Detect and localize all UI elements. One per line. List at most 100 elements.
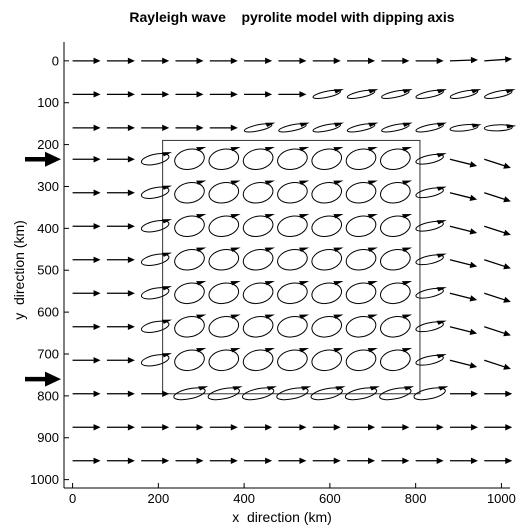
- motion-arrow: [381, 457, 410, 464]
- motion-arrow: [347, 424, 376, 431]
- motion-arrow: [106, 223, 135, 230]
- incident-wave-markers: [25, 151, 61, 387]
- motion-arrow: [72, 390, 101, 397]
- y-tick-label: 100: [37, 95, 59, 110]
- particle-orbit: [380, 247, 413, 271]
- y-tick-label: 1000: [30, 472, 59, 487]
- motion-arrow: [484, 56, 513, 63]
- motion-arrow: [106, 57, 135, 65]
- y-tick-label: 500: [37, 263, 59, 278]
- motion-arrow: [449, 259, 478, 268]
- motion-arrow: [141, 424, 170, 431]
- motion-arrow: [106, 457, 135, 464]
- motion-arrow: [175, 57, 204, 65]
- plot-frame: [63, 42, 510, 489]
- particle-orbit: [208, 180, 241, 204]
- particle-orbit: [381, 89, 413, 99]
- motion-arrow: [312, 57, 341, 65]
- motion-arrow: [106, 424, 135, 431]
- motion-arrow: [106, 290, 135, 297]
- motion-arrow: [72, 124, 101, 132]
- particle-orbit: [173, 386, 209, 401]
- motion-arrow: [106, 91, 135, 98]
- particle-orbit: [174, 213, 207, 238]
- motion-arrow: [209, 91, 238, 98]
- particle-orbit: [344, 386, 380, 401]
- motion-arrow: [106, 256, 135, 263]
- particle-orbit: [208, 146, 241, 171]
- motion-arrow: [415, 457, 444, 464]
- motion-arrow: [72, 223, 101, 230]
- motion-arrow: [72, 91, 101, 98]
- particle-orbit: [449, 123, 482, 132]
- particle-orbit: [208, 314, 241, 338]
- motion-arrow: [244, 57, 273, 65]
- particle-orbit: [345, 247, 378, 271]
- particle-orbit: [208, 213, 241, 238]
- particle-orbit: [140, 319, 173, 333]
- motion-arrow: [484, 390, 513, 397]
- particle-orbit: [415, 89, 447, 99]
- x-axis-ticks: 0 200 400 600 800 1000: [69, 483, 516, 506]
- particle-orbit: [278, 122, 310, 133]
- motion-arrow: [484, 292, 511, 303]
- particle-orbit: [415, 287, 447, 299]
- particle-orbit: [345, 348, 378, 372]
- particle-orbit: [483, 124, 517, 132]
- motion-arrow: [209, 424, 238, 431]
- motion-arrow: [141, 91, 170, 98]
- motion-arrow: [106, 156, 135, 163]
- y-tick-label: 700: [37, 346, 59, 361]
- particle-orbit: [208, 348, 241, 372]
- particle-orbit: [380, 314, 413, 338]
- particle-orbit: [415, 153, 447, 165]
- motion-arrow: [449, 326, 478, 335]
- particle-orbit: [449, 89, 482, 99]
- particle-orbit: [242, 180, 275, 204]
- particle-orbit: [277, 180, 310, 204]
- particle-orbit: [277, 348, 310, 372]
- particle-orbit: [311, 146, 344, 171]
- motion-arrow: [72, 457, 101, 464]
- motion-arrow: [484, 259, 511, 270]
- motion-arrow: [381, 424, 410, 431]
- particle-orbit: [379, 386, 415, 401]
- motion-arrow: [141, 57, 170, 65]
- motion-arrow: [278, 424, 307, 431]
- motion-arrow: [72, 256, 101, 263]
- chart-title: Rayleigh wave pyrolite model with dippin…: [129, 9, 454, 25]
- motion-arrow: [484, 424, 513, 431]
- anomaly-box: [162, 139, 421, 395]
- particle-orbit: [242, 146, 275, 171]
- x-tick-label: 600: [319, 491, 341, 506]
- motion-arrow: [347, 57, 376, 65]
- particle-orbit: [310, 386, 346, 401]
- particle-orbit: [174, 180, 207, 204]
- particle-orbit: [174, 348, 207, 372]
- particle-orbit: [415, 220, 447, 232]
- particle-orbit: [276, 386, 312, 401]
- motion-arrow: [449, 292, 478, 302]
- particle-orbit: [277, 281, 310, 305]
- y-tick-label: 900: [37, 430, 59, 445]
- particle-orbit: [243, 122, 276, 133]
- particle-orbit: [484, 89, 516, 99]
- y-axis-ticks: 0 100 200 300 400 500 600 700 800 900 1000: [30, 53, 69, 487]
- particle-orbit: [277, 146, 310, 171]
- particle-orbit: [140, 252, 173, 266]
- particle-orbit: [311, 348, 344, 372]
- particle-orbit: [140, 353, 173, 367]
- motion-arrow: [484, 359, 511, 370]
- incident-wave-arrow: [25, 151, 61, 167]
- motion-arrow: [484, 457, 513, 464]
- motion-arrow: [175, 124, 204, 132]
- particle-orbit: [380, 146, 413, 171]
- y-tick-label: 200: [37, 137, 59, 152]
- motion-arrow: [484, 158, 511, 169]
- particle-orbit: [415, 354, 447, 366]
- particle-orbit: [277, 213, 310, 238]
- particle-orbit: [345, 281, 378, 305]
- motion-arrow: [106, 390, 135, 397]
- particle-orbit: [311, 281, 344, 305]
